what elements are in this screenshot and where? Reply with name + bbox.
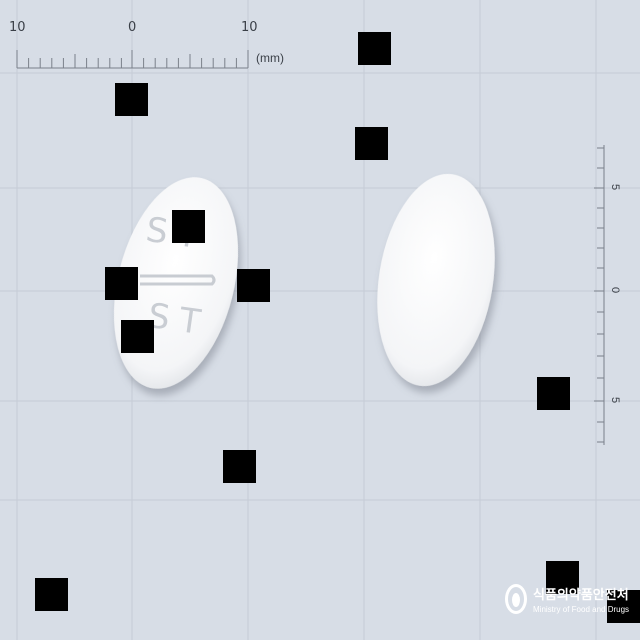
ruler-label-left: 10 xyxy=(9,20,26,35)
watermark-korean: 식품의약품안전처 xyxy=(533,587,629,602)
redaction-box xyxy=(172,210,205,243)
mfds-emblem-icon xyxy=(505,584,527,614)
pill-back xyxy=(377,173,495,387)
vruler-label-zero: 0 xyxy=(609,286,622,294)
ruler-unit: (mm) xyxy=(256,51,284,65)
top-ruler xyxy=(16,50,249,69)
vruler-label-top: 5 xyxy=(609,183,622,191)
redaction-box xyxy=(607,590,640,623)
redaction-box xyxy=(105,267,138,300)
pill-imprint-bottom: ST xyxy=(145,295,213,345)
vruler-label-bottom: 5 xyxy=(609,396,622,404)
redaction-box xyxy=(35,578,68,611)
redaction-box xyxy=(358,32,391,65)
mfds-watermark: 식품의약품안전처 Ministry of Food and Drugs xyxy=(505,584,629,624)
redaction-box xyxy=(355,127,388,160)
redaction-box xyxy=(237,269,270,302)
right-ruler xyxy=(594,145,605,445)
ruler-label-right: 10 xyxy=(241,20,258,35)
redaction-box xyxy=(537,377,570,410)
redaction-box xyxy=(121,320,154,353)
redaction-box xyxy=(546,561,579,594)
redaction-box xyxy=(223,450,256,483)
redaction-box xyxy=(115,83,148,116)
ruler-label-zero: 0 xyxy=(128,20,137,35)
watermark-english: Ministry of Food and Drugs xyxy=(533,605,630,614)
